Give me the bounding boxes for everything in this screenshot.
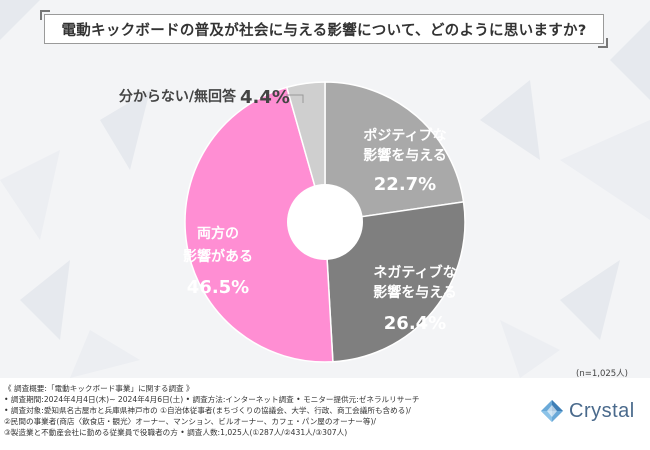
slice-value-unknown: 4.4% [240,87,290,108]
page-title: 電動キックボードの普及が社会に与える影響について、どのように思いますか? [61,22,587,39]
footer-line: • 調査対象:愛知県名古屋市と兵庫県神戸市の ①自治体従事者(まちづくりの協議会… [4,406,411,415]
footer-line: • 調査期間:2024年4月4日(木)~ 2024年4月6日(土) • 調査方法… [4,395,420,404]
slice-label-negative-line1: ネガティブな [373,264,456,281]
brand-name: Crystal [569,399,635,422]
crystal-icon [541,400,563,422]
slice-value-negative: 26.4% [384,313,446,334]
footer-line: ②民間の事業者(商店〈飲食店・観光〉オーナー、マンション、ビルオーナー、カフェ・… [4,417,376,426]
survey-footer: 《 調査概要:「電動キックボード事業」に関する調査 》 • 調査期間:2024年… [0,378,650,450]
slice-label-positive-line1: ポジティブな [363,127,446,144]
slice-label-both-line2: 影響がある [183,248,253,265]
donut-hole [287,184,363,260]
footer-line: 《 調査概要:「電動キックボード事業」に関する調査 》 [4,384,194,393]
leader-line [286,94,304,103]
footer-line: ③製造業と不動産会社に勤める従業員で役職者の方 • 調査人数:1,025人(①2… [4,428,348,437]
title-box: 電動キックボードの普及が社会に与える影響について、どのように思いますか? [40,10,608,48]
slice-negative [324,200,466,363]
crystal-logo: Crystal [540,399,635,423]
slice-label-positive-line2: 影響を与える [363,147,447,164]
slice-positive [324,81,465,223]
slice-value-positive: 22.7% [374,174,436,195]
slice-label-both-line1: 両方の [197,225,239,242]
sample-size-note: (n=1,025人) [576,369,628,379]
slice-label-unknown: 分からない/無回答 [119,88,237,105]
slice-both [184,86,334,363]
slice-value-both: 46.5% [187,277,249,298]
slice-label-negative-line2: 影響を与える [373,284,457,301]
